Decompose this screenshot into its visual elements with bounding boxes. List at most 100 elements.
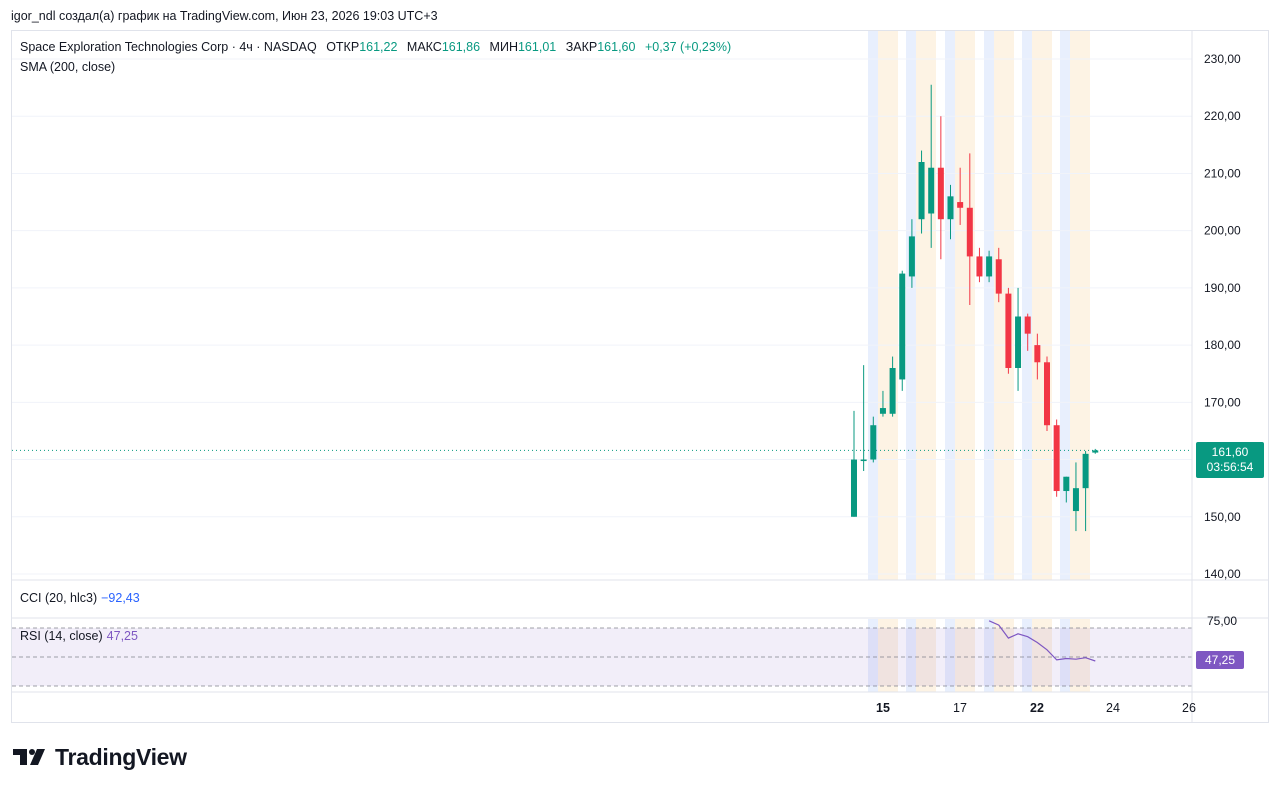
time-tick-label: 22 <box>1030 701 1044 715</box>
candle-up <box>899 273 906 380</box>
time-tick-label: 15 <box>876 701 890 715</box>
time-tick-label: 24 <box>1106 701 1120 715</box>
session-band <box>916 619 936 692</box>
price-tick-label: 220,00 <box>1204 109 1241 123</box>
rsi-tick-label: 75,00 <box>1207 614 1237 628</box>
cci-legend[interactable]: CCI (20, hlc3) −92,43 <box>20 591 140 605</box>
candle-up <box>1015 316 1022 368</box>
rsi-value: 47,25 <box>106 629 138 643</box>
candle-up <box>851 459 857 517</box>
session-band <box>945 31 955 580</box>
open-label: ОТКР <box>326 40 360 54</box>
price-tick-label: 150,00 <box>1204 510 1241 524</box>
rsi-label: RSI (14, close) <box>20 629 103 643</box>
candle-down <box>966 207 973 257</box>
candle-up <box>879 408 886 414</box>
time-tick-label: 17 <box>953 701 967 715</box>
session-band <box>1060 619 1070 692</box>
price-grid <box>12 58 1192 575</box>
price-tick-label: 200,00 <box>1204 224 1241 238</box>
candle-up <box>1063 476 1070 492</box>
candle-up <box>1072 488 1079 512</box>
candle-down <box>1005 293 1012 368</box>
time-tick-label: 26 <box>1182 701 1196 715</box>
candle-up <box>860 459 867 462</box>
candle-up <box>870 425 877 460</box>
session-band <box>945 619 955 692</box>
session-band <box>984 619 994 692</box>
session-band <box>955 619 975 692</box>
sma-legend[interactable]: SMA (200, close) <box>20 60 116 74</box>
session-band <box>878 31 898 580</box>
rsi-series-line <box>988 620 1096 662</box>
price-tick-label: 170,00 <box>1204 395 1241 409</box>
session-band <box>1070 619 1090 692</box>
session-band <box>916 31 936 580</box>
symbol-title: Space Exploration Technologies Corp · 4ч… <box>20 40 317 54</box>
session-band <box>1032 619 1052 692</box>
high-value: 161,86 <box>441 40 481 54</box>
candle-up <box>947 196 954 220</box>
cci-value: −92,43 <box>101 591 140 605</box>
session-band <box>906 619 916 692</box>
close-value: 161,60 <box>597 40 636 54</box>
candle-up <box>1082 453 1089 489</box>
low-label: МИН <box>489 40 518 54</box>
price-axis: 140,00150,00160,00170,00180,00190,00200,… <box>1191 31 1241 722</box>
session-band <box>1022 31 1032 580</box>
candle-up <box>889 368 896 414</box>
session-band <box>955 31 975 580</box>
session-band <box>994 31 1014 580</box>
time-axis: 15 17 22 24 26 <box>876 701 1196 715</box>
session-band <box>1022 619 1032 692</box>
candle-down <box>957 202 964 208</box>
price-tick-label: 190,00 <box>1204 281 1241 295</box>
brand-name: TradingView <box>55 743 187 770</box>
rsi-legend[interactable]: RSI (14, close) 47,25 <box>20 629 138 643</box>
price-tick-label: 140,00 <box>1204 567 1241 581</box>
price-tick-label: 230,00 <box>1204 52 1241 66</box>
candle-down <box>1044 362 1050 426</box>
candle-up <box>1092 450 1099 453</box>
session-band <box>868 31 878 580</box>
candle-down <box>937 167 944 220</box>
candle-down <box>995 259 1002 294</box>
session-band <box>1060 31 1070 580</box>
tradingview-icon <box>13 749 45 765</box>
last-price-badge: 161,60 03:56:54 <box>1196 442 1264 478</box>
chart-author-caption: igor_ndl создал(а) график на TradingView… <box>11 9 438 23</box>
candle-up <box>908 236 915 277</box>
candle-up <box>928 167 935 214</box>
candle-down <box>1053 425 1060 492</box>
session-band <box>878 619 898 692</box>
session-band <box>1032 31 1052 580</box>
candle-down <box>1034 345 1041 363</box>
session-band <box>1070 31 1090 580</box>
candle-down <box>976 256 983 277</box>
cci-label: CCI (20, hlc3) <box>20 591 98 605</box>
session-band <box>868 619 878 692</box>
candle-down <box>1024 316 1031 334</box>
price-tick-label: 180,00 <box>1204 338 1241 352</box>
close-label: ЗАКР <box>565 40 598 54</box>
chart-frame <box>11 30 1269 723</box>
symbol-legend[interactable]: Space Exploration Technologies Corp · 4ч… <box>20 40 731 54</box>
bar-countdown: 03:56:54 <box>1206 460 1254 474</box>
candles <box>851 84 1099 532</box>
session-band <box>906 31 916 580</box>
low-value: 161,01 <box>517 40 557 54</box>
tradingview-logo[interactable]: TradingView <box>13 742 187 772</box>
rsi-value-badge: 47,25 <box>1196 651 1244 669</box>
pane-separators <box>12 579 1268 693</box>
rsi-band: 75,00 <box>12 614 1237 687</box>
candle-up <box>986 256 993 277</box>
price-tick-label: 210,00 <box>1204 166 1241 180</box>
session-band <box>984 31 994 580</box>
high-label: МАКС <box>406 40 442 54</box>
last-price: 161,60 <box>1211 445 1249 459</box>
open-value: 161,22 <box>359 40 398 54</box>
change-value: +0,37 (+0,23%) <box>644 40 732 54</box>
rsi-line <box>988 620 1096 662</box>
candle-up <box>918 162 925 220</box>
